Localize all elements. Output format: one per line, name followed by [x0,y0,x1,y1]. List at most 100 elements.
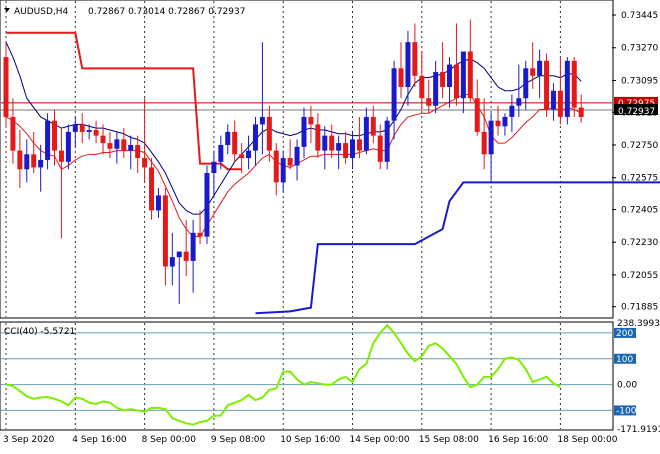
candle-body [391,68,397,121]
support-step-line [255,181,660,315]
current-price-badge [614,104,658,116]
bear-candle [183,219,189,276]
candle-body [405,42,411,88]
bear-candle [557,57,563,125]
bull-candle [38,144,44,192]
candle-body [204,173,210,237]
candle-body [571,60,577,108]
x-tick-label: 16 Sep 16:00 [488,435,548,445]
candle-body [10,116,16,151]
bull-candle [204,165,210,245]
cci-level-badge [614,327,636,338]
candle-body [266,116,272,151]
candle-body [58,150,64,162]
candle-body [481,131,487,155]
bull-candle [246,135,252,170]
bear-candle [100,124,106,155]
moving-average-red-line [5,93,582,238]
candle-body [3,57,9,117]
axes: 3 Sep 2020 4 Sep 16:00 8 Sep 00:00 9 Sep 08… [3,11,660,445]
chevron-down-icon[interactable] [4,8,10,12]
candle-body [114,139,120,149]
candle-body [398,68,404,88]
candle-body [31,154,37,168]
bear-candle [266,105,272,162]
candle-body [149,167,155,211]
cci-y-tick-label: 100 [616,355,633,365]
bear-candle [481,98,487,170]
candle-body [17,150,23,170]
y-tick-label: 0.73095 [621,76,658,86]
candle-body [384,120,390,162]
candle-body [315,124,321,151]
bull-candle [488,113,494,183]
candle-body [523,68,529,99]
bull-candle [24,139,30,183]
candle-body [474,98,480,132]
bull-candle [336,135,342,170]
candle-body [197,232,203,237]
candle-body [322,135,328,151]
candle-body [550,90,556,110]
candle-body [259,116,265,125]
candle-body [370,116,376,136]
bear-candle [329,124,335,159]
y-tick-label: 0.72575 [621,174,658,184]
bear-candle [370,105,376,144]
bear-candle [79,113,85,144]
bull-candle [176,251,182,304]
bear-candle [571,57,577,117]
bull-candle [537,49,543,99]
bull-candle [259,42,265,155]
candle-body [412,42,418,76]
candle-body [155,195,161,211]
y-tick-label: 0.73445 [621,11,658,21]
candle-body [280,158,286,183]
candle-body [530,68,536,76]
cci-level-badge [614,353,636,364]
candle-body [252,124,258,151]
bear-candle [149,158,155,220]
bull-candle [155,187,161,218]
chart-symbol-label: AUDUSD,H4 [14,7,69,17]
bull-candle [363,107,369,155]
bear-candle [31,131,37,174]
bull-candle [128,135,134,170]
candle-body [495,120,501,127]
candle-body [176,251,182,258]
bear-candle [453,23,459,106]
candle-body [557,90,563,117]
candle-body [100,135,106,144]
candle-body [294,146,300,166]
candle-body [24,154,30,170]
bear-candle [544,53,550,117]
bull-candle [433,60,439,114]
x-tick-label: 3 Sep 2020 [3,435,55,445]
candle-body [544,60,550,110]
candle-body [336,143,342,151]
cci-title-label: CCI(40) -5.5721 [4,327,75,337]
x-tick-label: 15 Sep 08:00 [419,435,479,445]
y-tick-label: 0.73270 [621,44,658,54]
bull-candle [65,124,71,170]
bear-candle [474,79,480,136]
bull-candle [169,232,175,286]
bull-candle [211,150,217,196]
bull-candle [218,135,224,170]
candle-body [564,60,570,117]
candle-body [65,131,71,162]
candle-body [162,195,168,267]
cci-y-tick-label: 200 [616,329,633,339]
bear-candle [197,210,203,245]
bear-candle [135,135,141,174]
candle-body [537,60,543,76]
reference-price-badge [614,96,658,108]
bull-candle [114,131,120,164]
candle-body [301,116,307,147]
bull-candle [294,139,300,181]
candle-body [350,139,355,159]
bull-candle [509,94,515,132]
x-tick-label: 9 Sep 08:00 [211,435,266,445]
candle-body [72,124,78,132]
